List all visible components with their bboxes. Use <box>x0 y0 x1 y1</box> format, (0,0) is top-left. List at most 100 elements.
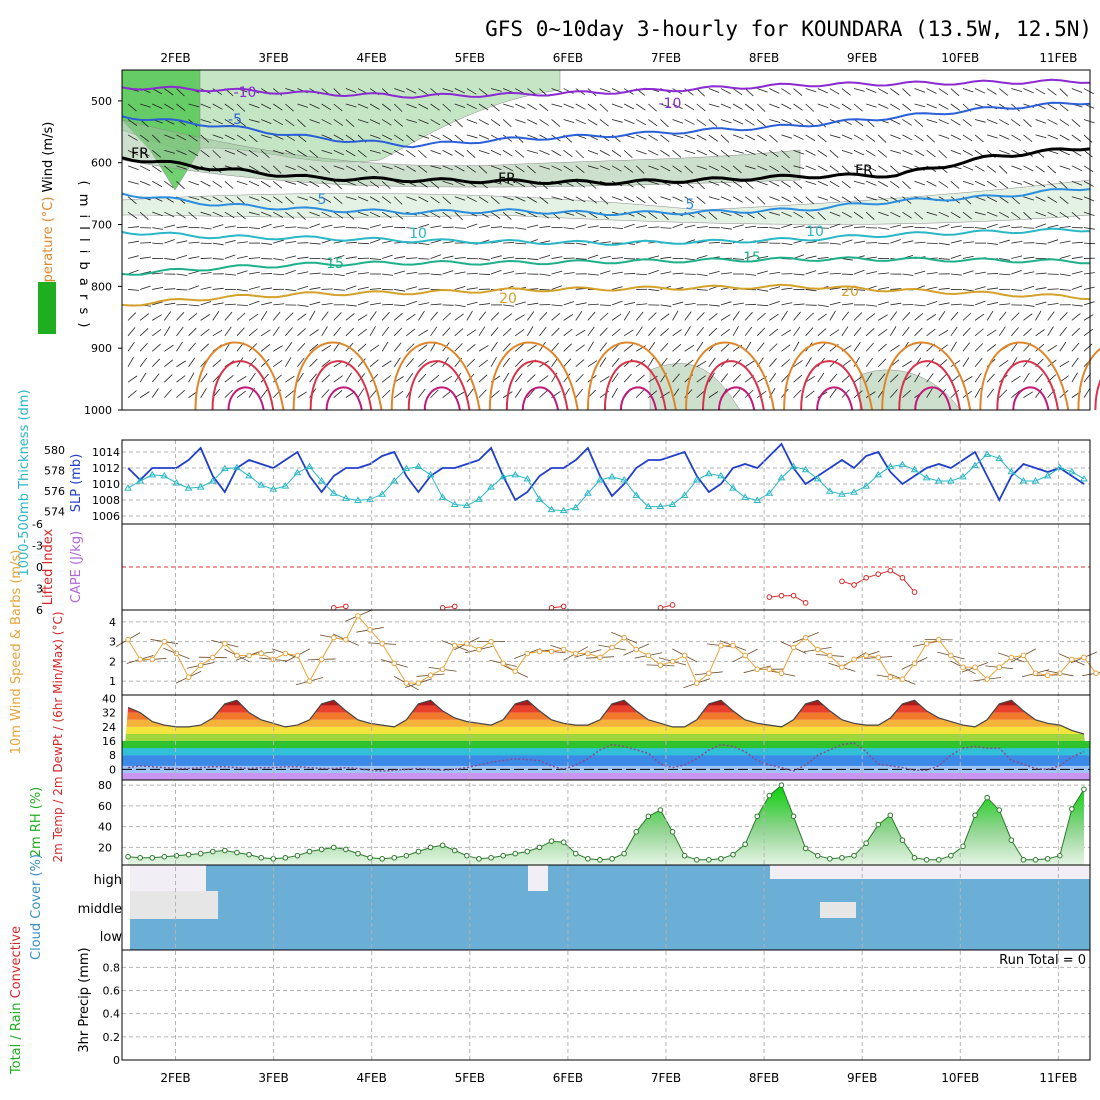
ylabel-rh: 2m RH (%) <box>29 787 44 858</box>
wind-barb <box>539 165 551 170</box>
wind-barb <box>1011 342 1019 352</box>
wind-barb <box>200 373 208 383</box>
wind-barb <box>406 271 418 275</box>
wind-barb <box>236 103 246 112</box>
series-2m-rh-point <box>294 852 301 859</box>
wind-barb <box>490 269 502 275</box>
wind-barb <box>297 150 307 157</box>
wind-barb <box>563 314 574 321</box>
wind-barb <box>188 270 200 275</box>
wind-barb <box>224 225 236 229</box>
wind-barb <box>345 119 355 127</box>
wind-barb <box>672 119 684 124</box>
wind-barb <box>853 357 860 367</box>
series-wind-point <box>996 664 1003 671</box>
wind-barb <box>587 303 599 306</box>
wind-barb <box>393 357 401 367</box>
wind-barb <box>1083 286 1095 290</box>
wind-barb <box>1011 375 1021 383</box>
wind-barb <box>829 88 840 95</box>
wind-barb <box>406 88 417 94</box>
temp-band-low <box>122 755 1090 766</box>
wind-barb <box>829 242 841 245</box>
series-thickness-point <box>559 506 568 514</box>
wind-barb <box>938 180 949 188</box>
series-wind-point <box>718 642 724 649</box>
series-thickness-point <box>886 462 895 470</box>
wind-barb <box>877 134 887 143</box>
wind-barb <box>430 149 442 155</box>
wind-barb <box>1047 311 1055 321</box>
wind-barb <box>200 388 207 398</box>
wind-barb <box>865 328 875 337</box>
wind-barb <box>950 119 961 126</box>
wind-barb <box>696 375 706 383</box>
series-2m-rh-point <box>1008 837 1015 843</box>
series-thickness-point <box>547 505 556 513</box>
wind-barb <box>164 326 171 337</box>
wind-barb <box>539 326 547 337</box>
wind-barb <box>164 258 176 261</box>
wind-barb <box>1083 328 1093 337</box>
series-2m-rh-point <box>597 857 603 863</box>
wind-barb <box>333 390 343 398</box>
ylabel-part: Temperature (°C) <box>41 192 56 309</box>
series-wind-point <box>1032 670 1039 677</box>
wind-barb <box>127 119 138 127</box>
wind-barb <box>841 134 853 140</box>
wind-barb <box>866 242 878 244</box>
series-wind-point <box>197 662 204 669</box>
wind-barb <box>817 88 828 94</box>
wind-barb <box>442 327 451 337</box>
wind-barb <box>490 211 501 219</box>
wind-barb <box>176 360 186 368</box>
temp-band-low <box>122 772 1090 780</box>
wind-barb <box>793 211 804 219</box>
wind-barb <box>563 211 575 216</box>
wind-barb <box>769 165 779 172</box>
wind-barb <box>369 134 381 140</box>
wind-barb <box>285 390 295 398</box>
wind-barb <box>793 196 803 204</box>
wind-barb <box>139 357 148 367</box>
wind-barb <box>261 211 272 217</box>
wind-barb <box>962 150 973 156</box>
wind-barb <box>575 224 587 229</box>
wind-barb <box>757 241 769 244</box>
wind-barb <box>853 269 865 275</box>
series-thickness-point <box>414 462 423 470</box>
wind-barb <box>793 103 803 111</box>
wind-barb <box>503 271 514 275</box>
wind-barb <box>781 310 788 321</box>
wind-barb <box>212 150 221 159</box>
wind-barb <box>285 375 295 383</box>
wind-barb <box>140 180 151 186</box>
wind-barb <box>744 360 755 368</box>
wind-barb <box>176 211 186 219</box>
wind-barb <box>152 180 163 187</box>
wind-barb <box>890 88 900 96</box>
wind-barb <box>587 254 599 259</box>
wind-barb <box>200 343 209 352</box>
wind-barb <box>672 103 683 110</box>
contour-label: 15 <box>326 256 344 272</box>
series-wind-point <box>464 640 470 647</box>
wind-barb <box>236 255 248 259</box>
wind-barb <box>236 150 247 156</box>
wind-barb <box>914 241 926 244</box>
series-wind-point <box>1081 654 1087 661</box>
wind-barb <box>986 180 997 188</box>
wind-barb <box>127 165 139 170</box>
wind-barb <box>623 310 631 321</box>
wind-barb <box>769 300 780 306</box>
series-2m-rh-point <box>887 812 894 819</box>
series-2m-rh-point <box>984 794 990 801</box>
wind-barb <box>962 165 974 171</box>
series-lifted-index-point <box>899 574 906 581</box>
series-thickness-point <box>620 475 629 483</box>
series-thickness-point <box>874 470 883 478</box>
wind-barb <box>406 165 416 172</box>
wind-barb <box>394 270 405 275</box>
isotherm--5 <box>121 101 1091 149</box>
wind-barb <box>321 103 332 111</box>
